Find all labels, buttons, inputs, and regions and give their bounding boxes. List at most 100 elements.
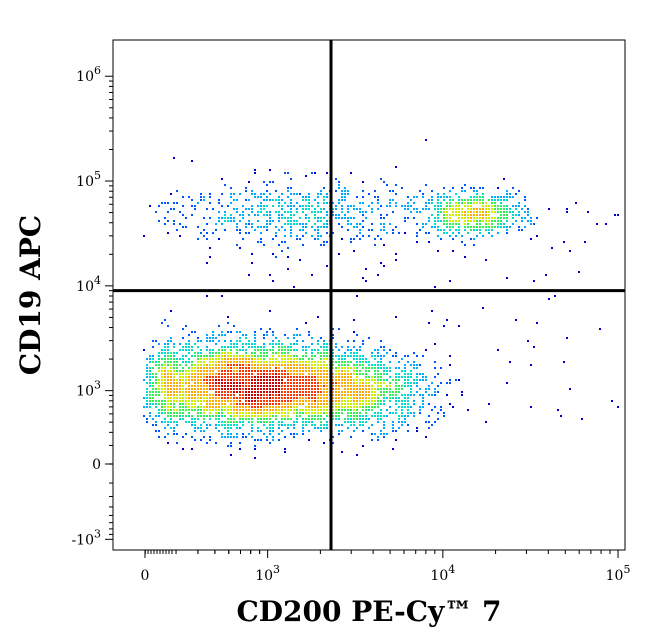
event-dot [197, 406, 199, 408]
event-dot [407, 361, 409, 363]
event-dot [299, 403, 301, 405]
event-dot [410, 199, 412, 201]
event-dot [317, 367, 319, 369]
event-dot [242, 418, 244, 420]
event-dot [224, 415, 226, 417]
event-dot [617, 406, 619, 408]
event-dot [449, 208, 451, 210]
event-dot [449, 217, 451, 219]
event-dot [236, 397, 238, 399]
event-dot [323, 364, 325, 366]
event-dot [269, 274, 271, 276]
event-dot [200, 427, 202, 429]
event-dot [272, 397, 274, 399]
event-dot [221, 295, 223, 297]
event-dot [362, 340, 364, 342]
event-dot [155, 340, 157, 342]
event-dot [272, 391, 274, 393]
event-dot [269, 409, 271, 411]
event-dot [203, 412, 205, 414]
event-dot [368, 361, 370, 363]
event-dot [308, 193, 310, 195]
event-dot [233, 418, 235, 420]
event-dot [212, 385, 214, 387]
event-dot [521, 229, 523, 231]
event-dot [215, 379, 217, 381]
event-dot [179, 391, 181, 393]
event-dot [248, 418, 250, 420]
event-dot [230, 412, 232, 414]
event-dot [239, 388, 241, 390]
event-dot [311, 349, 313, 351]
event-dot [245, 199, 247, 201]
event-dot [167, 433, 169, 435]
event-dot [170, 376, 172, 378]
event-dot [335, 388, 337, 390]
event-dot [266, 223, 268, 225]
event-dot [257, 226, 259, 228]
event-dot [398, 397, 400, 399]
event-dot [146, 358, 148, 360]
event-dot [296, 418, 298, 420]
event-dot [473, 217, 475, 219]
event-dot [266, 415, 268, 417]
event-dot [434, 205, 436, 207]
event-dot [413, 202, 415, 204]
event-dot [449, 196, 451, 198]
event-dot [287, 382, 289, 384]
event-dot [284, 367, 286, 369]
event-dot [263, 346, 265, 348]
event-dot [158, 430, 160, 432]
event-dot [221, 397, 223, 399]
event-dot [467, 208, 469, 210]
event-dot [407, 406, 409, 408]
event-dot [485, 211, 487, 213]
event-dot [299, 397, 301, 399]
event-dot [389, 397, 391, 399]
event-dot [395, 166, 397, 168]
event-dot [185, 343, 187, 345]
event-dot [290, 397, 292, 399]
event-dot [248, 379, 250, 381]
event-dot [494, 199, 496, 201]
event-dot [383, 355, 385, 357]
event-dot [242, 415, 244, 417]
event-dot [170, 361, 172, 363]
event-dot [173, 430, 175, 432]
event-dot [326, 202, 328, 204]
event-dot [383, 388, 385, 390]
event-dot [149, 361, 151, 363]
event-dot [302, 346, 304, 348]
event-dot [338, 415, 340, 417]
event-dot [344, 394, 346, 396]
event-dot [332, 406, 334, 408]
event-dot [467, 223, 469, 225]
event-dot [359, 400, 361, 402]
event-dot [425, 391, 427, 393]
event-dot [320, 193, 322, 195]
event-dot [194, 421, 196, 423]
event-dot [260, 241, 262, 243]
event-dot [191, 331, 193, 333]
event-dot [449, 199, 451, 201]
event-dot [230, 376, 232, 378]
event-dot [167, 421, 169, 423]
event-dot [254, 352, 256, 354]
event-dot [338, 214, 340, 216]
event-dot [494, 208, 496, 210]
event-dot [425, 205, 427, 207]
event-dot [269, 379, 271, 381]
event-dot [233, 397, 235, 399]
event-dot [305, 424, 307, 426]
event-dot [401, 385, 403, 387]
event-dot [323, 373, 325, 375]
event-dot [416, 385, 418, 387]
event-dot [422, 196, 424, 198]
event-dot [491, 223, 493, 225]
event-dot [374, 397, 376, 399]
event-dot [410, 373, 412, 375]
event-dot [290, 388, 292, 390]
event-dot [497, 199, 499, 201]
event-dot [377, 421, 379, 423]
event-dot [278, 199, 280, 201]
